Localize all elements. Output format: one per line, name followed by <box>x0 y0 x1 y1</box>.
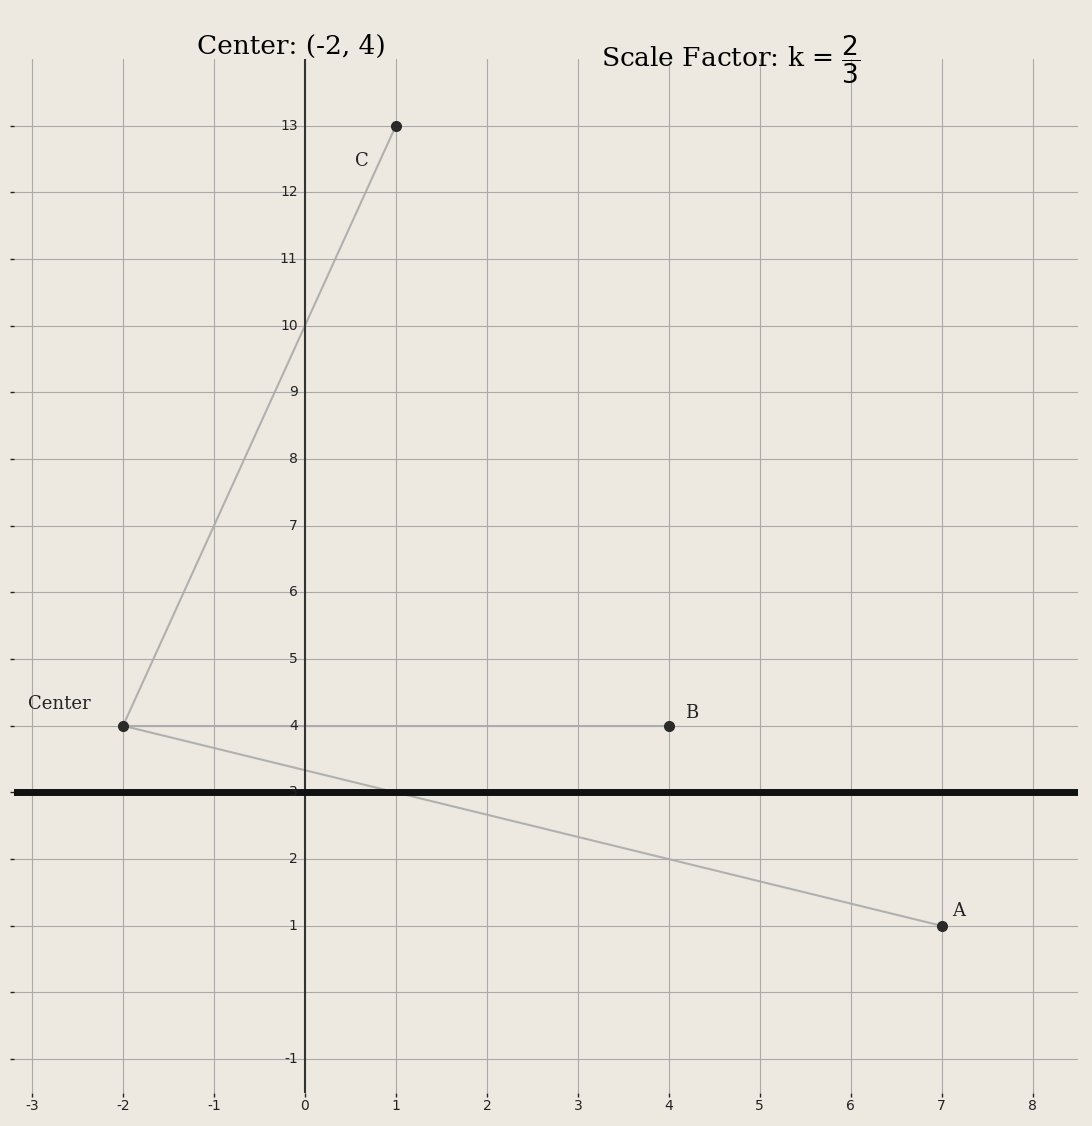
Text: 6: 6 <box>846 1099 855 1114</box>
Text: 9: 9 <box>288 385 298 400</box>
Text: Center: Center <box>27 695 91 713</box>
Text: 2: 2 <box>483 1099 491 1114</box>
Text: 5: 5 <box>289 652 298 667</box>
Text: 3: 3 <box>573 1099 582 1114</box>
Text: 13: 13 <box>280 118 298 133</box>
Text: 11: 11 <box>280 252 298 266</box>
Text: 7: 7 <box>937 1099 946 1114</box>
Text: B: B <box>685 704 699 722</box>
Text: -3: -3 <box>25 1099 39 1114</box>
Text: Scale Factor: k = $\dfrac{2}{3}$: Scale Factor: k = $\dfrac{2}{3}$ <box>601 34 860 86</box>
Text: 1: 1 <box>391 1099 401 1114</box>
Text: 6: 6 <box>288 586 298 599</box>
Text: 4: 4 <box>664 1099 673 1114</box>
Text: 2: 2 <box>289 852 298 866</box>
Text: 7: 7 <box>289 519 298 533</box>
Text: 4: 4 <box>289 718 298 733</box>
Text: 3: 3 <box>289 786 298 799</box>
Text: 1: 1 <box>288 919 298 932</box>
Text: 10: 10 <box>280 319 298 332</box>
Text: A: A <box>952 902 965 920</box>
Text: -1: -1 <box>284 1052 298 1066</box>
Text: -1: -1 <box>207 1099 221 1114</box>
Text: Center: (-2, 4): Center: (-2, 4) <box>197 34 385 59</box>
Text: 12: 12 <box>280 186 298 199</box>
Text: 0: 0 <box>300 1099 309 1114</box>
Text: -2: -2 <box>116 1099 130 1114</box>
Text: 8: 8 <box>1029 1099 1037 1114</box>
Text: 5: 5 <box>756 1099 764 1114</box>
Text: 8: 8 <box>288 452 298 466</box>
Text: C: C <box>355 152 369 170</box>
